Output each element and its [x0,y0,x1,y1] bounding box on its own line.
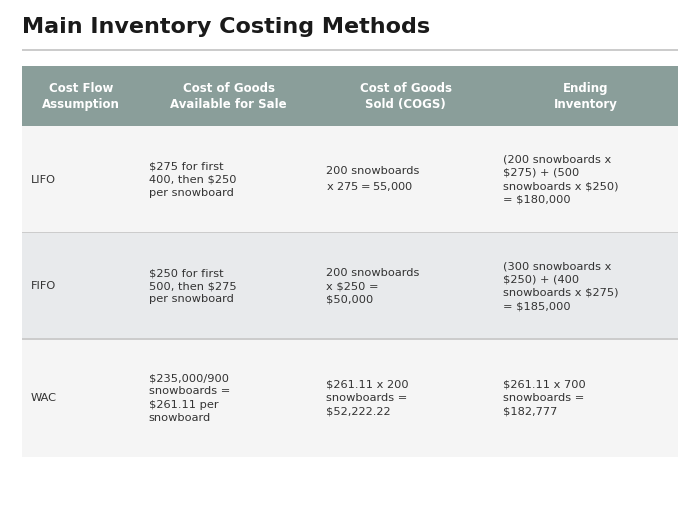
Text: 200 snowboards
x $250 =
$50,000: 200 snowboards x $250 = $50,000 [326,268,419,304]
Text: $261.11 x 200
snowboards =
$52,222.22: $261.11 x 200 snowboards = $52,222.22 [326,380,408,416]
FancyBboxPatch shape [22,338,678,339]
Text: Ending
Inventory: Ending Inventory [554,82,618,111]
FancyBboxPatch shape [22,339,678,457]
FancyBboxPatch shape [22,233,678,339]
Text: $261.11 x 700
snowboards =
$182,777: $261.11 x 700 snowboards = $182,777 [503,380,585,416]
FancyBboxPatch shape [22,126,678,233]
Text: 200 snowboards
x $275 = $55,000: 200 snowboards x $275 = $55,000 [326,166,419,193]
Text: Main Inventory Costing Methods: Main Inventory Costing Methods [22,17,430,37]
Text: Cost Flow
Assumption: Cost Flow Assumption [43,82,120,111]
FancyBboxPatch shape [22,49,678,51]
Text: WAC: WAC [31,393,57,403]
Text: LIFO: LIFO [31,175,56,185]
Text: FIFO: FIFO [31,281,56,291]
Text: $275 for first
400, then $250
per snowboard: $275 for first 400, then $250 per snowbo… [148,162,236,198]
Text: $235,000/900
snowboards =
$261.11 per
snowboard: $235,000/900 snowboards = $261.11 per sn… [148,373,230,423]
FancyBboxPatch shape [22,66,678,126]
Text: $250 for first
500, then $275
per snowboard: $250 for first 500, then $275 per snowbo… [148,268,237,304]
Text: Cost of Goods
Sold (COGS): Cost of Goods Sold (COGS) [360,82,452,111]
FancyBboxPatch shape [22,232,678,233]
Text: (200 snowboards x
$275) + (500
snowboards x $250)
= $180,000: (200 snowboards x $275) + (500 snowboard… [503,155,618,204]
Text: (300 snowboards x
$250) + (400
snowboards x $275)
= $185,000: (300 snowboards x $250) + (400 snowboard… [503,262,618,311]
Text: Cost of Goods
Available for Sale: Cost of Goods Available for Sale [170,82,287,111]
